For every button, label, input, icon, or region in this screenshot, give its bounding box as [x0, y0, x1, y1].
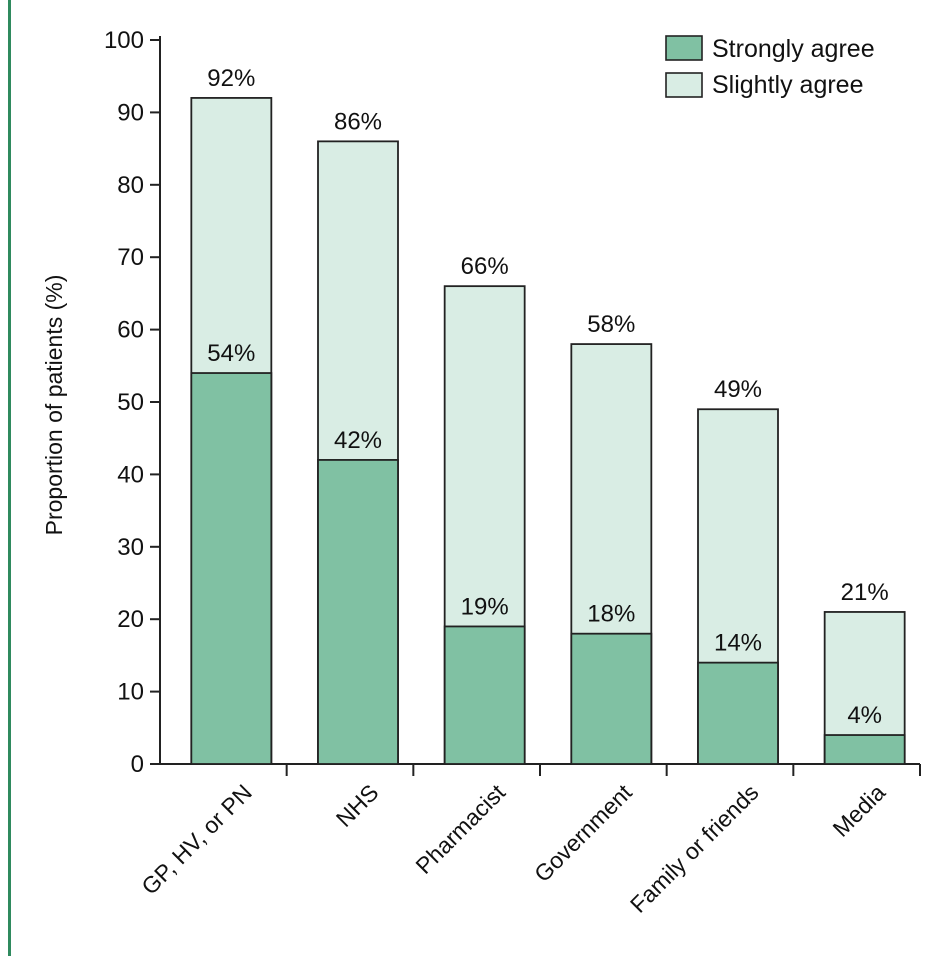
total-label: 21% [841, 579, 889, 606]
y-tick-label: 90 [117, 99, 144, 126]
total-label: 66% [461, 253, 509, 280]
axes: 0 10 20 30 40 50 60 70 80 90 100 [104, 27, 921, 778]
category-label: Family or friends [625, 779, 764, 918]
y-tick-label: 0 [131, 751, 144, 778]
bar-strongly-agree [570, 632, 653, 765]
y-tick-label: 50 [117, 389, 144, 416]
legend-label-strongly-agree: Strongly agree [712, 35, 875, 63]
legend-swatch-strongly-agree [665, 35, 703, 61]
strong-label: 14% [714, 630, 762, 657]
bar-strongly-agree [443, 625, 526, 765]
legend-swatch-slightly-agree [665, 72, 703, 98]
legend-label-slightly-agree: Slightly agree [712, 71, 863, 99]
strong-label: 54% [207, 340, 255, 367]
bar-strongly-agree [823, 734, 906, 765]
bars [190, 97, 906, 765]
total-label: 86% [334, 108, 382, 135]
y-tick-label: 20 [117, 606, 144, 633]
y-tick-label: 80 [117, 172, 144, 199]
bar-strongly-agree [697, 661, 779, 765]
category-label: GP, HV, or PN [136, 779, 257, 900]
y-tick-label: 40 [117, 461, 144, 488]
y-tick-label: 70 [117, 244, 144, 271]
y-tick-label: 10 [117, 679, 144, 706]
legend: Strongly agree Slightly agree [665, 35, 875, 99]
total-label: 92% [207, 65, 255, 92]
bar-strongly-agree [317, 459, 399, 765]
y-tick-label: 60 [117, 317, 144, 344]
category-label: Government [529, 779, 637, 887]
y-tick-label: 100 [104, 27, 144, 54]
total-label: 58% [587, 311, 635, 338]
bar-strongly-agree [190, 372, 273, 765]
category-label: Pharmacist [410, 779, 510, 879]
strong-label: 42% [334, 427, 382, 454]
strong-label: 4% [847, 702, 882, 729]
y-tick-label: 30 [117, 534, 144, 561]
page-left-border [8, 0, 11, 956]
strong-label: 18% [587, 601, 635, 628]
category-label: Media [828, 779, 891, 842]
strong-label: 19% [461, 593, 509, 620]
total-label: 49% [714, 376, 762, 403]
category-label: NHS [331, 779, 384, 832]
y-axis-title: Proportion of patients (%) [41, 275, 67, 536]
x-axis-labels: GP, HV, or PN NHS Pharmacist GovernmentFami… [136, 779, 890, 918]
data-labels: 92% 54% 86% 42% 66% 19% 58% 18% 49% 14% 21% 4% [207, 65, 888, 729]
